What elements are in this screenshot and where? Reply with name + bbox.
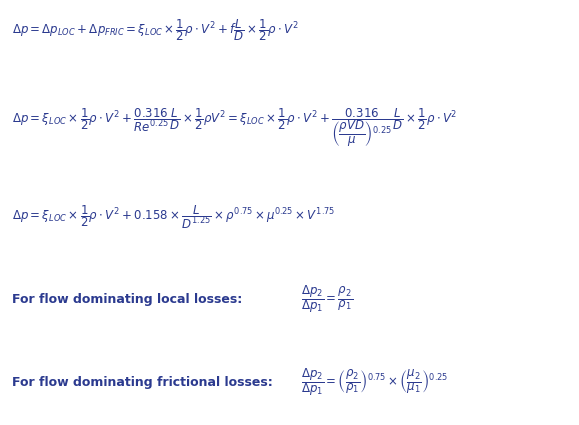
Text: For flow dominating frictional losses:: For flow dominating frictional losses: <box>12 376 272 389</box>
Text: $\dfrac{\Delta p_2}{\Delta p_1} = \left(\dfrac{\rho_2}{\rho_1}\right)^{0.75} \ti: $\dfrac{\Delta p_2}{\Delta p_1} = \left(… <box>301 367 448 398</box>
Text: For flow dominating local losses:: For flow dominating local losses: <box>12 293 242 306</box>
Text: $\dfrac{\Delta p_2}{\Delta p_1} = \dfrac{\rho_2}{\rho_1}$: $\dfrac{\Delta p_2}{\Delta p_1} = \dfrac… <box>301 284 353 315</box>
Text: $\Delta p = \Delta p_{LOC} + \Delta p_{FRIC} = \xi_{LOC} \times \dfrac{1}{2}\rho: $\Delta p = \Delta p_{LOC} + \Delta p_{F… <box>12 17 298 42</box>
Text: $\Delta p = \xi_{LOC} \times \dfrac{1}{2}\rho \cdot V^2 + \dfrac{0.316}{Re^{0.25: $\Delta p = \xi_{LOC} \times \dfrac{1}{2… <box>12 106 457 149</box>
Text: $\Delta p = \xi_{LOC} \times \dfrac{1}{2}\rho \cdot V^2 + 0.158 \times \dfrac{L}: $\Delta p = \xi_{LOC} \times \dfrac{1}{2… <box>12 203 335 231</box>
